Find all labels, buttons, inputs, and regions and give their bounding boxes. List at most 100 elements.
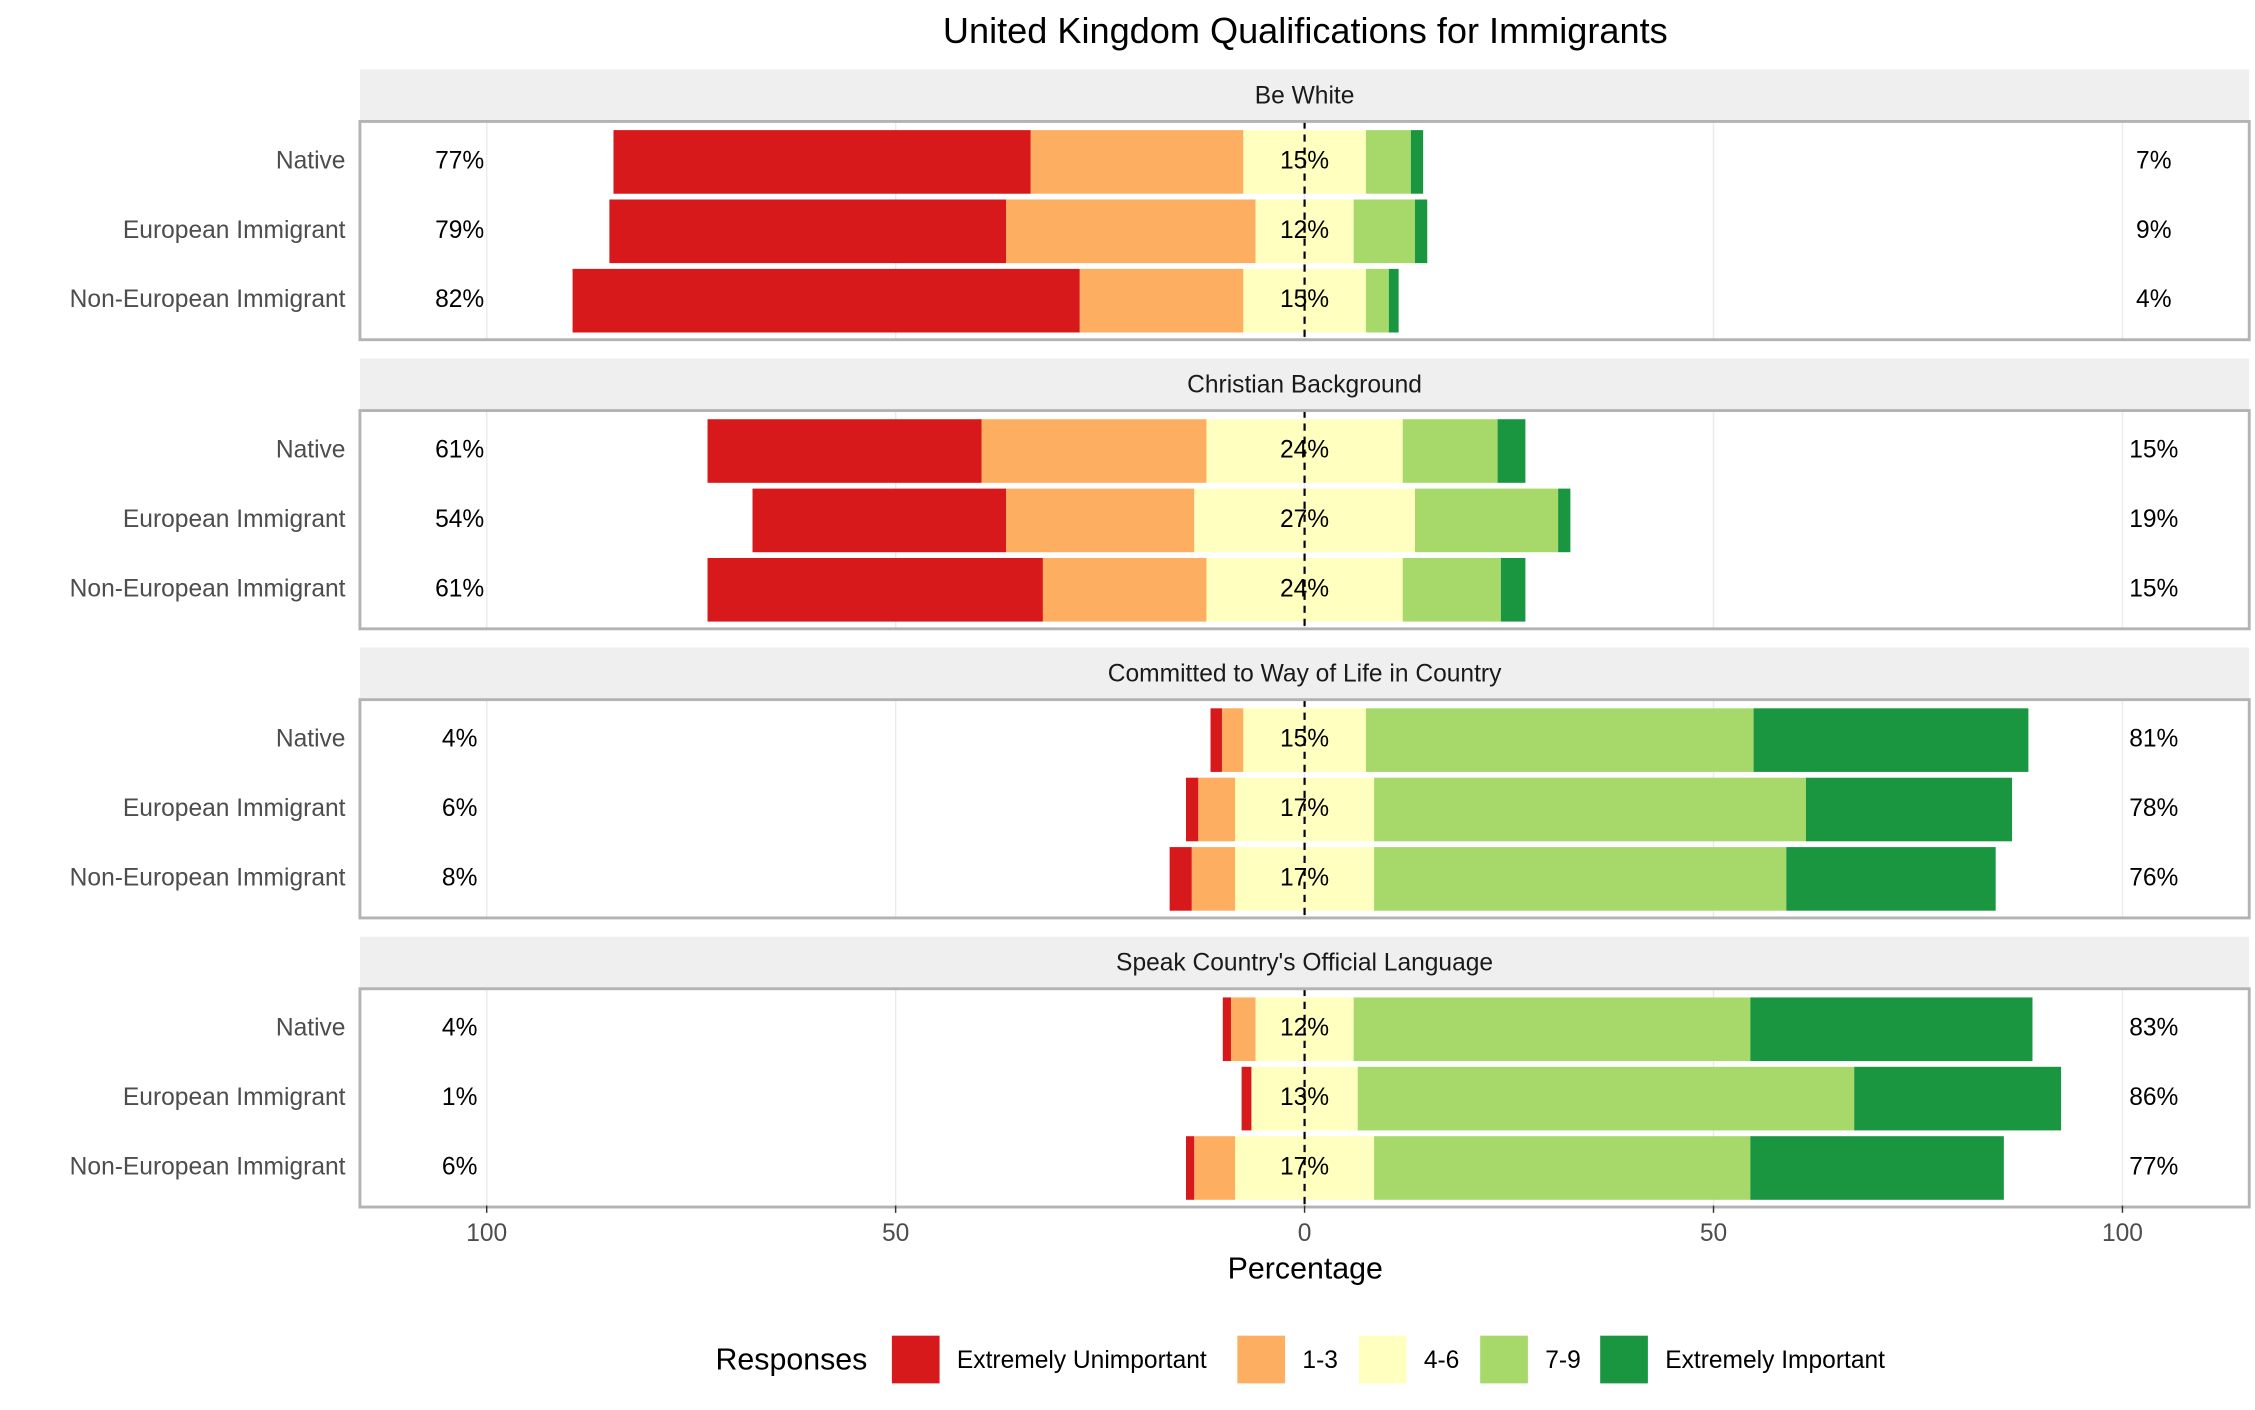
y-tick-label: Native: [276, 1015, 346, 1042]
left-total-label: 4%: [442, 726, 478, 753]
bar-segment: [1388, 268, 1399, 333]
bar-segment: [707, 557, 1043, 622]
bar-segment: [1230, 997, 1256, 1062]
right-total-label: 15%: [2129, 437, 2178, 464]
right-total-label: 9%: [2136, 217, 2172, 244]
y-tick-label: European Immigrant: [123, 1084, 346, 1111]
legend-label: 1-3: [1302, 1347, 1338, 1374]
bar-segment: [1191, 847, 1236, 911]
bar-segment: [1374, 847, 1787, 911]
bar-segment: [613, 130, 1031, 194]
bar-segment: [1750, 997, 2033, 1062]
left-total-label: 54%: [435, 506, 484, 533]
bar-segment: [707, 419, 982, 483]
bar-segment: [1414, 488, 1559, 553]
y-tick-label: Native: [276, 726, 346, 753]
panel-title: Christian Background: [1187, 371, 1422, 398]
bar-segment: [1854, 1066, 2062, 1131]
left-total-label: 61%: [435, 575, 484, 602]
left-total-label: 4%: [442, 1015, 478, 1042]
x-tick-label: 0: [1298, 1220, 1312, 1247]
bar-segment: [1365, 268, 1389, 333]
legend-swatch: [1480, 1335, 1528, 1384]
panel-strip: [359, 358, 2250, 411]
bar-segment: [1365, 708, 1754, 772]
bar-segment: [1353, 199, 1415, 264]
right-total-label: 77%: [2129, 1153, 2178, 1180]
bar-segment: [1786, 847, 1996, 911]
left-total-label: 77%: [435, 147, 484, 174]
bar-segment: [1410, 130, 1424, 194]
right-total-label: 83%: [2129, 1015, 2178, 1042]
bar-segment: [1374, 1136, 1751, 1200]
y-tick-label: Native: [276, 437, 346, 464]
bar-segment: [1357, 1066, 1855, 1131]
bar-segment: [1374, 777, 1806, 842]
left-total-label: 1%: [442, 1084, 478, 1111]
bar-segment: [1558, 488, 1571, 553]
x-axis-label: Percentage: [1228, 1253, 1383, 1286]
right-total-label: 15%: [2129, 575, 2178, 602]
legend-swatch: [891, 1335, 940, 1384]
panel-title: Committed to Way of Life in Country: [1108, 661, 1502, 688]
bar-segment: [1030, 130, 1244, 194]
left-total-label: 61%: [435, 437, 484, 464]
right-total-label: 86%: [2129, 1084, 2178, 1111]
bar-segment: [1194, 1136, 1236, 1200]
panel-strip: [359, 936, 2250, 989]
panel-border: [358, 120, 2251, 342]
panel-title: Speak Country's Official Language: [1116, 950, 1493, 977]
panel-title: Be White: [1255, 82, 1355, 109]
right-total-label: 76%: [2129, 864, 2178, 891]
bar-segment: [1221, 708, 1244, 772]
legend-label: 4-6: [1424, 1347, 1460, 1374]
panel-strip: [359, 647, 2250, 700]
y-tick-label: Non-European Immigrant: [70, 575, 346, 602]
legend-swatch: [1358, 1335, 1407, 1384]
legend-title: Responses: [716, 1344, 868, 1377]
right-total-label: 19%: [2129, 506, 2178, 533]
bar-segment: [1185, 777, 1199, 842]
y-tick-label: European Immigrant: [123, 506, 346, 533]
right-total-label: 4%: [2136, 286, 2172, 313]
legend-label: Extremely Unimportant: [957, 1347, 1207, 1374]
y-tick-label: European Immigrant: [123, 795, 346, 822]
bar-segment: [1222, 997, 1231, 1062]
bar-segment: [1210, 708, 1222, 772]
left-total-label: 6%: [442, 795, 478, 822]
bar-segment: [1753, 708, 2029, 772]
bar-segment: [1750, 1136, 2004, 1200]
right-total-label: 81%: [2129, 726, 2178, 753]
legend-swatch: [1237, 1335, 1286, 1384]
y-tick-label: Native: [276, 147, 346, 174]
panel-strip: [359, 69, 2250, 122]
left-total-label: 6%: [442, 1153, 478, 1180]
bar-segment: [1353, 997, 1751, 1062]
bar-segment: [1042, 557, 1207, 622]
bar-segment: [1079, 268, 1244, 333]
bar-segment: [1365, 130, 1411, 194]
y-tick-label: Non-European Immigrant: [70, 864, 346, 891]
left-total-label: 82%: [435, 286, 484, 313]
left-total-label: 8%: [442, 864, 478, 891]
bar-segment: [1185, 1136, 1195, 1200]
bar-segment: [1006, 199, 1256, 264]
legend-label: Extremely Important: [1665, 1347, 1885, 1374]
panel-border: [358, 409, 2251, 631]
bar-segment: [572, 268, 1080, 333]
bar-segment: [1169, 847, 1192, 911]
legend-swatch: [1600, 1335, 1648, 1384]
y-tick-label: European Immigrant: [123, 217, 346, 244]
right-total-label: 7%: [2136, 147, 2172, 174]
x-tick-label: 100: [466, 1220, 507, 1247]
bar-segment: [752, 488, 1007, 553]
bar-segment: [1497, 419, 1526, 483]
y-tick-label: Non-European Immigrant: [70, 286, 346, 313]
bar-segment: [1241, 1066, 1252, 1131]
bar-segment: [1402, 419, 1498, 483]
bar-segment: [1500, 557, 1526, 622]
x-tick-label: 100: [2102, 1220, 2143, 1247]
x-tick-label: 50: [882, 1220, 909, 1247]
bar-segment: [981, 419, 1207, 483]
